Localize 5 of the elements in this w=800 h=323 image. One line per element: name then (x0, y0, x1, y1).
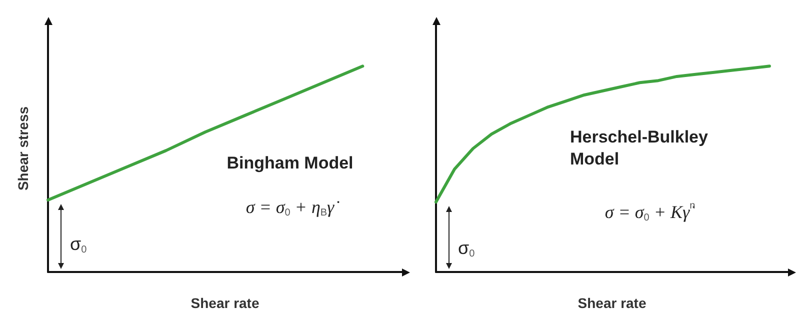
annotation: Herschel-Bulkley Model (570, 128, 713, 168)
x-axis-title: Shear rate (578, 295, 646, 311)
x-axis-title: Shear rate (190, 295, 260, 311)
y-axis-title: Shear stress (15, 106, 31, 191)
annotation: Bingham Model (226, 154, 354, 172)
